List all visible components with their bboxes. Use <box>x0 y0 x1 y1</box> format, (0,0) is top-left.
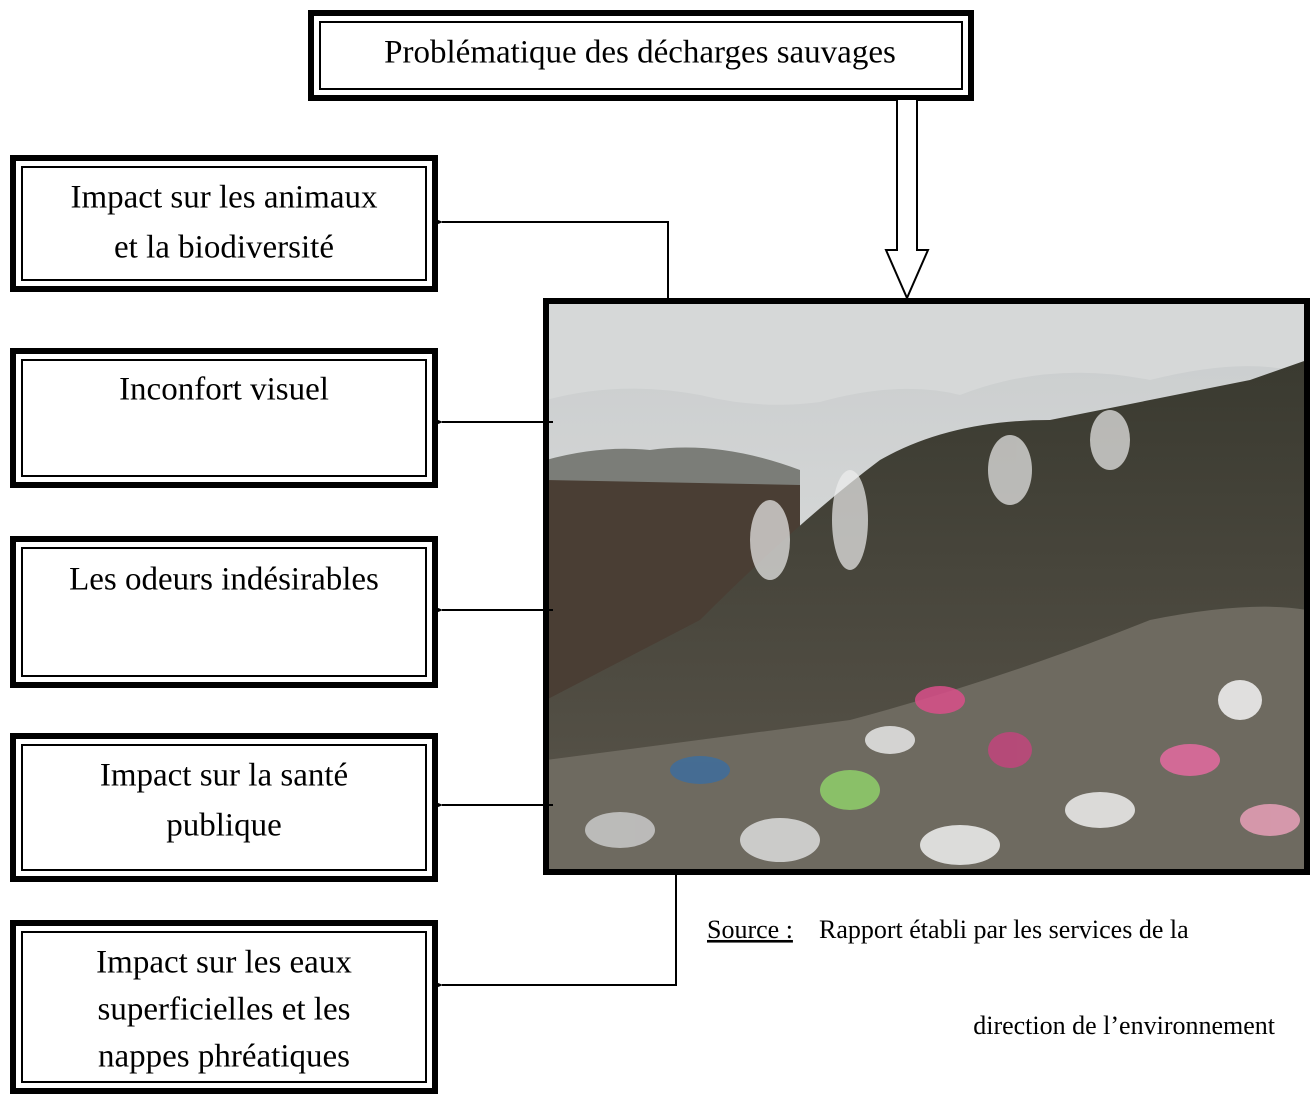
source-text: Rapport établi par les services de la <box>819 915 1189 944</box>
box-label: Impact sur les eaux <box>96 945 352 981</box>
title-box: Problématique des décharges sauvages <box>311 13 971 98</box>
impact-boxes: Impact sur les animaux et la biodiversité… <box>13 158 435 1091</box>
box-label: Inconfort visuel <box>119 372 329 408</box>
connector <box>442 875 676 985</box>
box-label: Les odeurs indésirables <box>69 562 379 598</box>
box-outer <box>13 158 435 289</box>
box-label: Impact sur la santé <box>100 758 348 794</box>
box-label: et la biodiversité <box>114 230 334 266</box>
box-label: superficielles et les <box>98 992 351 1028</box>
box-label: nappes phréatiques <box>98 1039 350 1075</box>
diagram: Problématique des décharges sauvages <box>0 0 1313 1097</box>
source-label: Source : <box>707 915 793 944</box>
down-arrow <box>886 100 928 298</box>
box-label: Impact sur les animaux <box>71 180 378 216</box>
source-text: direction de l’environnement <box>973 1011 1276 1040</box>
box-label: publique <box>166 808 281 844</box>
landfill-photo <box>546 301 1307 872</box>
title: Problématique des décharges sauvages <box>384 35 896 71</box>
connector <box>442 222 668 298</box>
